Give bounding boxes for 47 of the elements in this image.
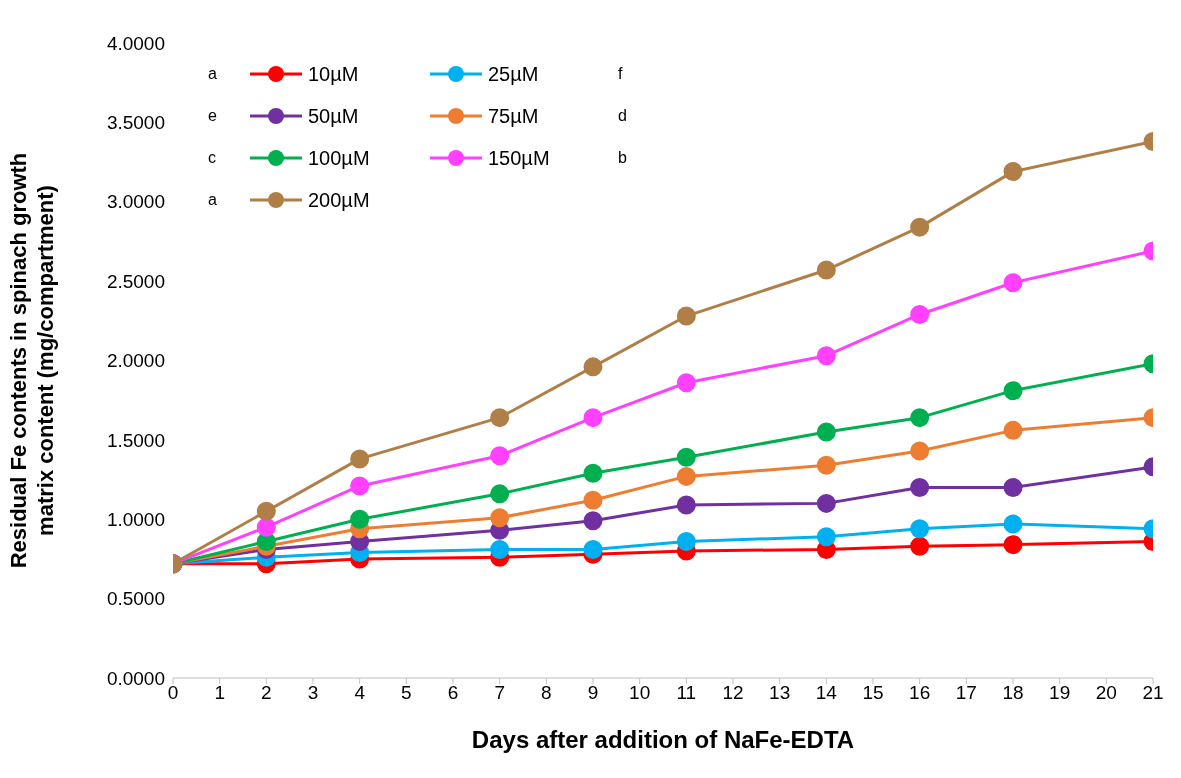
x-tick-label: 4 — [354, 682, 366, 704]
x-tick-label: 7 — [494, 682, 505, 704]
x-tick-label: 0 — [167, 682, 179, 704]
x-tick-label: 19 — [1049, 682, 1071, 704]
x-tick-label: 21 — [1142, 682, 1164, 704]
y-tick-label: 0.5000 — [106, 588, 165, 610]
x-tick-label: 17 — [955, 682, 977, 704]
annotation: d — [618, 106, 627, 126]
x-tick-label: 8 — [541, 682, 552, 704]
annotation: a — [208, 190, 218, 210]
x-tick-label: 6 — [447, 682, 459, 704]
legend-label: 150µM — [488, 146, 550, 171]
y-tick-label: 2.5000 — [106, 270, 165, 292]
x-tick-label: 1 — [214, 682, 225, 704]
x-tick-label: 2 — [261, 682, 272, 704]
x-tick-label: 10 — [629, 682, 651, 704]
y-tick-label: 2.0000 — [106, 350, 165, 372]
x-tick-label: 20 — [1095, 682, 1117, 704]
annotation: f — [618, 64, 623, 84]
x-tick-label: 11 — [676, 682, 697, 704]
x-tick-label: 12 — [722, 682, 744, 704]
legend-label: 75µM — [488, 104, 539, 129]
x-tick-label: 15 — [862, 682, 884, 704]
x-tick-label: 5 — [401, 682, 412, 704]
annotation: b — [618, 148, 627, 168]
y-axis-title: Residual Fe contents in spinach growth matrix content (mg/compartment) — [6, 152, 58, 569]
legend-label: 25µM — [488, 62, 539, 87]
y-tick-label: 1.0000 — [106, 508, 165, 530]
x-tick-label: 9 — [587, 682, 599, 704]
legend-label: 10µM — [308, 62, 359, 87]
legend-label: 50µM — [308, 104, 359, 129]
y-tick-label: 0.0000 — [106, 667, 165, 689]
x-axis-title: Days after addition of NaFe-EDTA — [471, 726, 855, 753]
legend-label: 100µM — [308, 146, 370, 171]
y-tick-label: 4.0000 — [106, 32, 165, 54]
x-tick-label: 14 — [815, 682, 838, 704]
y-tick-label: 3.5000 — [106, 112, 165, 134]
y-tick-label: 1.5000 — [106, 429, 165, 451]
annotation: e — [208, 106, 218, 126]
x-tick-label: 3 — [307, 682, 319, 704]
x-tick-label: 13 — [769, 682, 791, 704]
x-tick-label: 18 — [1002, 682, 1024, 704]
legend-label: 200µM — [308, 188, 370, 213]
annotation: a — [208, 64, 218, 84]
annotation: c — [208, 148, 217, 168]
x-tick-label: 16 — [909, 682, 931, 704]
y-tick-label: 3.0000 — [106, 191, 165, 213]
